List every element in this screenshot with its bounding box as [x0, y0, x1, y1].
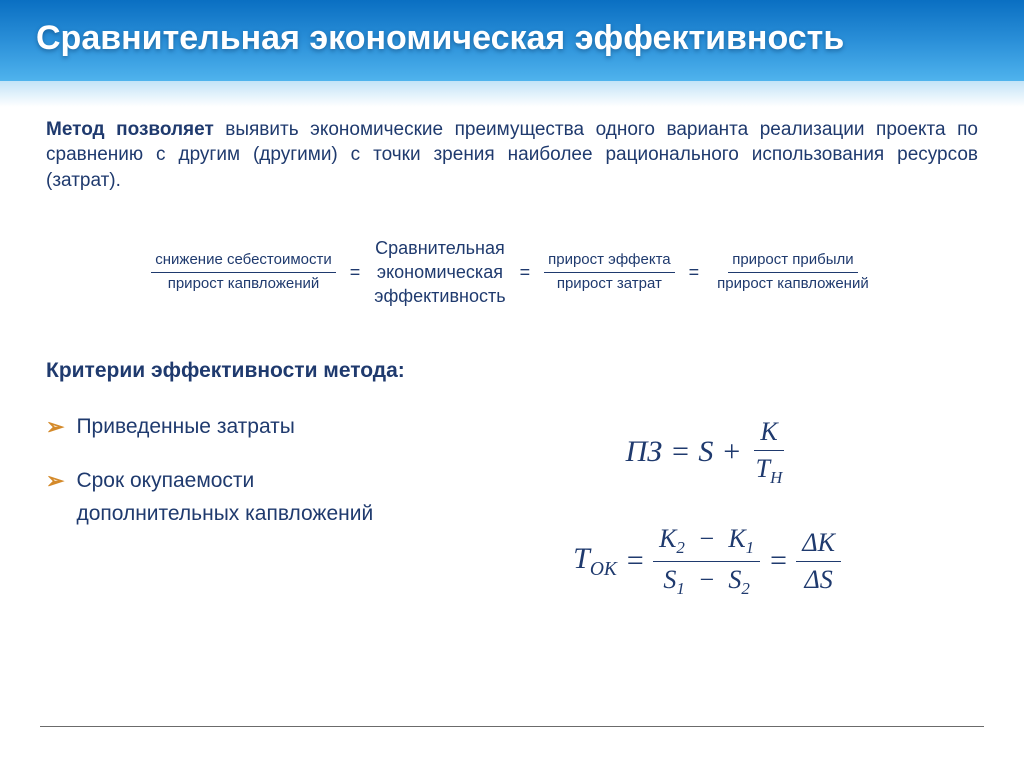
eq-term-1-den: прирост капвложений — [164, 273, 324, 294]
eq-term-4: прирост прибыли прирост капвложений — [713, 251, 873, 294]
footer-divider — [40, 726, 984, 727]
slide-title: Сравнительная экономическая эффективност… — [36, 18, 988, 59]
lower-section: ➢ Приведенные затраты ➢ Срок окупаемости… — [46, 411, 978, 600]
formula-pz: ПЗ = S + К TН — [626, 417, 789, 488]
formula-tok-frac1-den: S1 − S2 — [657, 562, 755, 599]
formula-tok-frac1: К2 − К1 S1 − S2 — [653, 524, 760, 599]
formula-tok-frac1-num: К2 − К1 — [653, 524, 760, 562]
eq-term-3: прирост эффекта прирост затрат — [544, 251, 675, 294]
eq-term-1: снижение себестоимости прирост капвложен… — [151, 251, 335, 294]
verbal-equation: снижение себестоимости прирост капвложен… — [46, 236, 978, 309]
list-item: ➢ Срок окупаемости дополнительных капвло… — [46, 465, 406, 530]
formula-tok-frac2-num: ΔК — [796, 528, 841, 562]
eq-term-2-line1: Сравнительная — [375, 238, 505, 258]
formula-tok: TОК = К2 − К1 S1 − S2 = ΔК — [573, 524, 841, 599]
formula-pz-s: S — [698, 435, 713, 469]
eq-term-4-den: прирост капвложений — [713, 273, 873, 294]
bullet-text: Срок окупаемости дополнительных капвложе… — [76, 465, 406, 530]
intro-bold: Метод позволяет — [46, 119, 214, 140]
bullet-text: Приведенные затраты — [76, 411, 294, 444]
intro-paragraph: Метод позволяет выявить экономические пр… — [46, 117, 978, 194]
eq-term-2-line2: экономическая — [377, 262, 503, 282]
bullet-list: ➢ Приведенные затраты ➢ Срок окупаемости… — [46, 411, 406, 600]
eq-term-2-line3: эффективность — [374, 286, 505, 306]
equals-sign: = — [516, 262, 535, 283]
formula-pz-num: К — [754, 417, 783, 451]
list-item: ➢ Приведенные затраты — [46, 411, 406, 444]
equals-sign: = — [670, 435, 690, 469]
plus-sign: + — [721, 435, 741, 469]
formula-tok-lhs: TОК — [573, 542, 617, 581]
formula-tok-frac2: ΔК ΔS — [796, 528, 841, 595]
equals-sign: = — [685, 262, 704, 283]
criteria-heading: Критерии эффективности метода: — [46, 359, 978, 383]
equals-sign: = — [768, 544, 788, 578]
eq-term-3-num: прирост эффекта — [544, 251, 675, 273]
equals-sign: = — [625, 544, 645, 578]
eq-term-2-text: Сравнительная экономическая эффективност… — [374, 236, 505, 309]
eq-term-1-num: снижение себестоимости — [151, 251, 335, 273]
formula-tok-frac2-den: ΔS — [798, 562, 838, 595]
equals-sign: = — [346, 262, 365, 283]
formula-pz-frac: К TН — [750, 417, 789, 488]
formula-pz-lhs: ПЗ — [626, 435, 663, 469]
formula-column: ПЗ = S + К TН TОК = К2 − К1 — [436, 411, 978, 600]
eq-term-3-den: прирост затрат — [553, 273, 666, 294]
eq-term-4-num: прирост прибыли — [728, 251, 857, 273]
slide-content: Метод позволяет выявить экономические пр… — [0, 81, 1024, 599]
formula-pz-den: TН — [750, 451, 789, 488]
bullet-marker-icon: ➢ — [46, 465, 64, 497]
bullet-marker-icon: ➢ — [46, 411, 64, 443]
slide-header: Сравнительная экономическая эффективност… — [0, 0, 1024, 81]
